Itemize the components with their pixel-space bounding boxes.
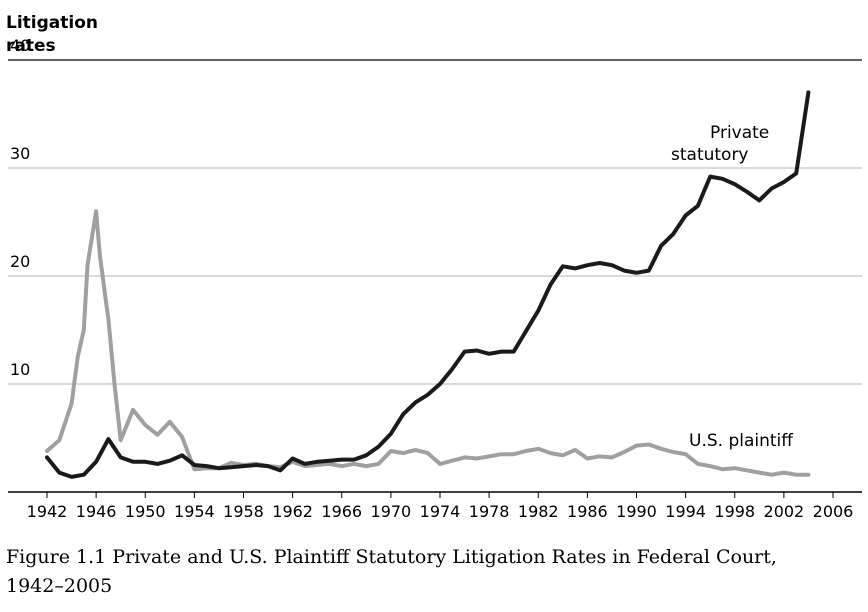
x-tick-label: 1950 [125,502,166,521]
series-line-private-statutory [45,90,811,479]
x-tick-label: 2002 [764,502,805,521]
x-tick-label: 1962 [272,502,313,521]
x-tick-label: 1946 [76,502,117,521]
series-lines [45,90,811,479]
x-tick-label: 1986 [567,502,608,521]
y-tick-labels: 10 20 30 40 [10,36,30,379]
x-tick-label: 1970 [371,502,412,521]
gridlines [8,59,862,493]
x-tick-label: 1990 [616,502,657,521]
y-axis-label-line2: rates [6,36,56,56]
y-tick-label: 40 [10,36,30,55]
y-tick-label: 10 [10,360,30,379]
x-tick-label: 2006 [813,502,854,521]
y-tick-label: 20 [10,252,30,271]
series-line-us-plaintiff [45,209,811,477]
x-tick-label: 1942 [27,502,68,521]
x-tick-label: 1966 [321,502,362,521]
x-tick-label: 1982 [518,502,559,521]
x-tick-label: 1978 [469,502,510,521]
figure-caption-line2: 1942–2005 [6,575,112,597]
y-axis-label-line1: Litigation [6,13,98,33]
series-label-private-line1: Private [710,123,769,143]
x-tick-label: 1998 [714,502,755,521]
series-label-private-line2: statutory [671,145,749,165]
x-tick-label: 1994 [665,502,706,521]
x-tick-labels: 1942 1946 1950 1954 1958 1962 1966 1970 1974 1978… [27,492,854,521]
x-tick-label: 1958 [223,502,264,521]
y-tick-label: 30 [10,144,30,163]
figure-caption-line1: Figure 1.1 Private and U.S. Plaintiff St… [6,546,777,568]
series-label-us-plaintiff: U.S. plaintiff [689,431,794,451]
x-tick-label: 1954 [174,502,215,521]
x-tick-label: 1974 [420,502,461,521]
